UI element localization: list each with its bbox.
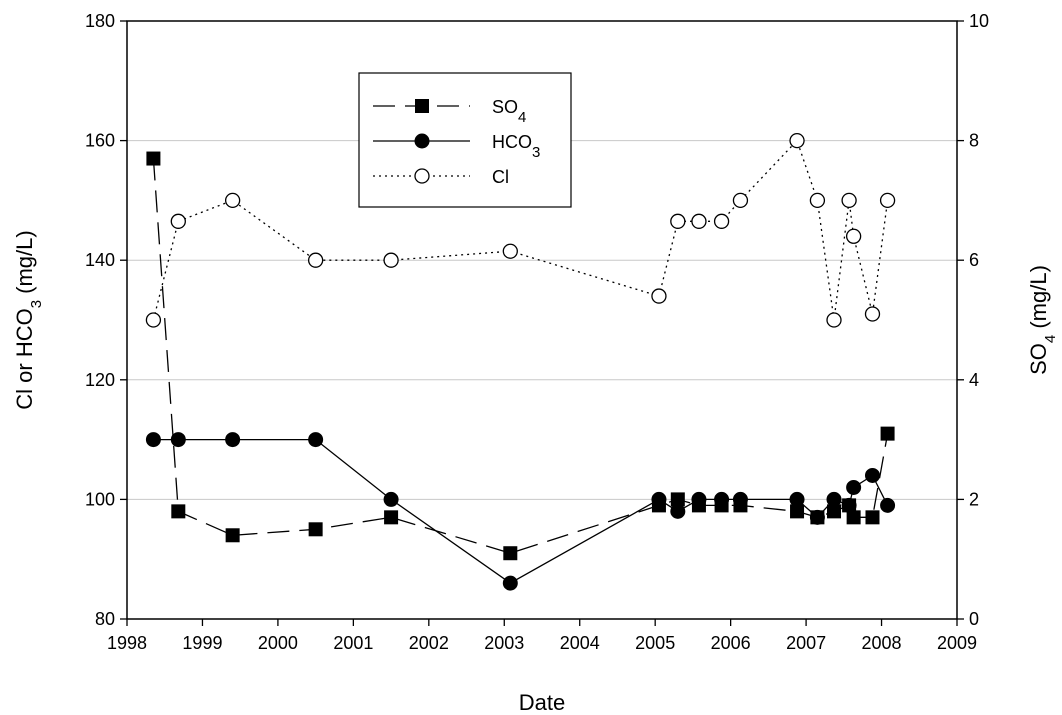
hco3-point xyxy=(383,491,399,507)
x-tick-label: 1999 xyxy=(182,633,222,653)
y-left-tick-label: 180 xyxy=(85,11,115,31)
cl-point xyxy=(670,213,686,229)
x-tick-label: 2005 xyxy=(635,633,675,653)
legend-label-cl: Cl xyxy=(492,167,509,187)
legend-marker-hco3 xyxy=(414,133,430,149)
hco3-point xyxy=(826,491,842,507)
series-markers xyxy=(145,132,896,591)
hco3-point xyxy=(732,491,748,507)
legend-marker-cl xyxy=(414,168,430,184)
hco3-point xyxy=(714,491,730,507)
x-tick-label: 2009 xyxy=(937,633,977,653)
cl-point xyxy=(224,192,241,209)
cl-point xyxy=(713,213,730,229)
so4-point xyxy=(171,504,186,519)
hco3-point xyxy=(880,497,896,513)
so4-point xyxy=(503,546,518,561)
so4-point xyxy=(865,510,880,525)
y-right-tick-label: 10 xyxy=(969,11,989,31)
x-tick-label: 2004 xyxy=(560,633,600,653)
cl-point xyxy=(841,192,857,209)
x-tick-label: 2003 xyxy=(484,633,524,653)
y-left-tick-label: 160 xyxy=(85,131,115,151)
hco3-point xyxy=(225,432,241,448)
cl-point xyxy=(307,252,324,268)
so4-point xyxy=(880,426,895,441)
x-tick-label: 2001 xyxy=(333,633,373,653)
hco3-point xyxy=(846,479,862,495)
y-right-tick-label: 0 xyxy=(969,609,979,629)
x-tick-label: 2006 xyxy=(711,633,751,653)
y-left-tick-label: 100 xyxy=(85,489,115,509)
y-right-tick-label: 8 xyxy=(969,131,979,151)
hco3-point xyxy=(651,491,667,507)
legend-marker-so4 xyxy=(415,99,429,113)
so4-point xyxy=(225,528,240,543)
hco3-point xyxy=(809,509,825,525)
cl-point xyxy=(502,243,518,259)
cl-point xyxy=(789,132,805,149)
hco3-point xyxy=(308,432,324,448)
cl-point xyxy=(879,192,896,209)
cl-point xyxy=(170,213,186,229)
hco3-point xyxy=(841,497,857,513)
plot-frame xyxy=(126,20,958,620)
x-axis-title: Date xyxy=(519,690,565,715)
cl-point xyxy=(732,192,749,209)
cl-point xyxy=(826,312,842,328)
y-left-tick-label: 120 xyxy=(85,370,115,390)
y-axis-right-title: SO4 (mg/L) xyxy=(1026,265,1059,375)
cl-point xyxy=(383,252,399,268)
x-tick-label: 1998 xyxy=(107,633,147,653)
so4-point xyxy=(146,151,161,166)
tick-labels: 80 100 120 140 160 180 0 2 4 6 8 10 1998 1999 2000 2001… xyxy=(85,11,989,653)
legend-item-cl: Cl xyxy=(373,167,509,187)
cl-point xyxy=(691,213,707,229)
cl-point xyxy=(864,306,881,322)
hco3-point xyxy=(691,491,707,507)
hco3-point xyxy=(864,467,880,483)
cl-point xyxy=(651,288,667,304)
hco3-point xyxy=(170,432,186,448)
y-left-tick-label: 140 xyxy=(85,250,115,270)
axis-ticks xyxy=(120,20,964,626)
y-axis-left-title: Cl or HCO3 (mg/L) xyxy=(12,230,45,409)
hco3-point xyxy=(502,575,518,591)
so4-point xyxy=(384,510,399,525)
y-right-tick-label: 4 xyxy=(969,370,979,390)
y-right-tick-label: 6 xyxy=(969,250,979,270)
x-tick-label: 2008 xyxy=(862,633,902,653)
y-left-tick-label: 80 xyxy=(95,609,115,629)
legend-box xyxy=(358,72,572,208)
cl-point xyxy=(845,228,862,244)
hco3-series-line xyxy=(153,438,889,584)
y-right-tick-label: 2 xyxy=(969,489,979,509)
x-tick-label: 2002 xyxy=(409,633,449,653)
cl-point xyxy=(809,192,826,209)
x-tick-label: 2007 xyxy=(786,633,826,653)
so4-point xyxy=(308,522,323,537)
hco3-point xyxy=(670,503,686,519)
cl-point xyxy=(145,312,162,328)
hco3-point xyxy=(789,491,805,507)
so4-series-line xyxy=(152,158,889,554)
x-tick-label: 2000 xyxy=(258,633,298,653)
hco3-point xyxy=(145,432,161,448)
